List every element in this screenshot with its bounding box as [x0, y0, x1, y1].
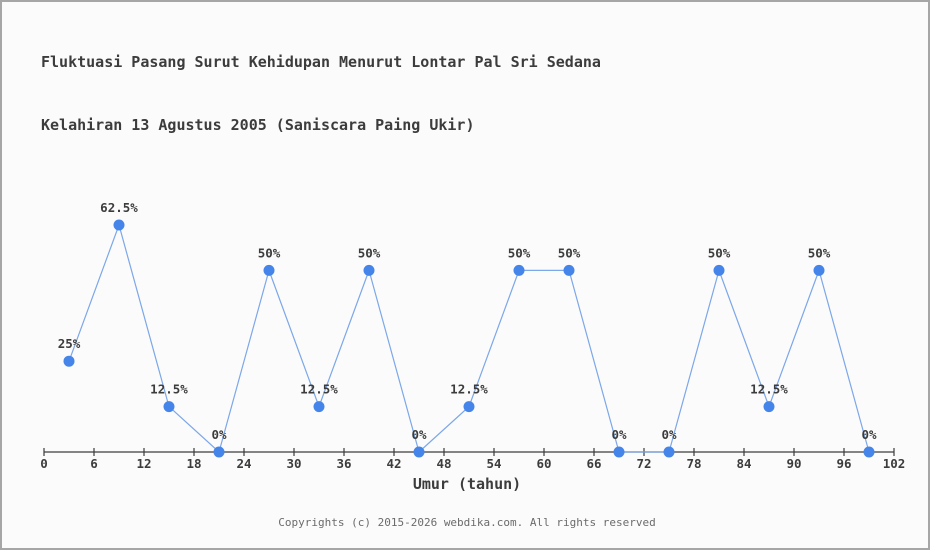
x-axis-tick-label: 96: [836, 456, 851, 471]
data-point-label: 0%: [411, 427, 427, 442]
data-point-label: 0%: [611, 427, 627, 442]
data-point: [813, 264, 825, 276]
data-point: [863, 446, 875, 458]
data-point: [313, 401, 325, 413]
x-axis-tick-label: 54: [486, 456, 501, 471]
data-point: [163, 401, 175, 413]
chart-title: Fluktuasi Pasang Surut Kehidupan Menurut…: [41, 10, 601, 178]
x-axis-tick-label: 18: [186, 456, 201, 471]
data-point: [63, 355, 75, 367]
x-axis-tick-label: 24: [236, 456, 251, 471]
copyright-text: Copyrights (c) 2015-2026 webdika.com. Al…: [278, 516, 656, 529]
data-point: [763, 401, 775, 413]
data-point-label: 50%: [508, 245, 531, 260]
data-point: [413, 446, 425, 458]
chart-title-line2: Kelahiran 13 Agustus 2005 (Saniscara Pai…: [41, 116, 475, 134]
x-axis-tick-label: 84: [736, 456, 751, 471]
data-point-label: 0%: [661, 427, 677, 442]
data-line: [68, 223, 870, 454]
data-point: [513, 264, 525, 276]
x-axis-tick-label: 42: [386, 456, 401, 471]
x-axis-tick-label: 6: [90, 456, 98, 471]
data-point: [263, 264, 275, 276]
data-point: [713, 264, 725, 276]
data-point-label: 12.5%: [750, 382, 788, 397]
data-point-label: 0%: [861, 427, 877, 442]
data-point-label: 0%: [211, 427, 227, 442]
x-axis-tick-label: 102: [883, 456, 906, 471]
data-point: [213, 446, 225, 458]
x-axis-tick-label: 0: [40, 456, 48, 471]
x-axis-tick-label: 60: [536, 456, 551, 471]
data-point-label: 50%: [708, 245, 731, 260]
x-axis-title: Umur (tahun): [412, 475, 522, 493]
x-axis-tick-label: 48: [436, 456, 451, 471]
data-point: [463, 401, 475, 413]
x-axis-tick-label: 36: [336, 456, 351, 471]
x-axis-tick-label: 72: [636, 456, 651, 471]
x-axis-tick-label: 90: [786, 456, 801, 471]
data-point: [113, 219, 125, 231]
data-point-label: 50%: [808, 245, 831, 260]
x-axis-tick-label: 30: [286, 456, 301, 471]
data-point: [563, 264, 575, 276]
data-point-label: 50%: [358, 245, 381, 260]
data-point-label: 12.5%: [450, 382, 488, 397]
x-axis-tick-label: 78: [686, 456, 701, 471]
data-point-label: 12.5%: [150, 382, 188, 397]
x-axis-tick-label: 66: [586, 456, 601, 471]
x-axis-tick-label: 12: [136, 456, 151, 471]
data-point: [363, 264, 375, 276]
data-point-label: 12.5%: [300, 382, 338, 397]
data-point: [613, 446, 625, 458]
data-point-label: 50%: [258, 245, 281, 260]
data-point: [663, 446, 675, 458]
data-point-label: 62.5%: [100, 200, 138, 215]
chart-title-line1: Fluktuasi Pasang Surut Kehidupan Menurut…: [41, 53, 601, 71]
data-point-label: 50%: [558, 245, 581, 260]
data-point-label: 25%: [58, 336, 81, 351]
